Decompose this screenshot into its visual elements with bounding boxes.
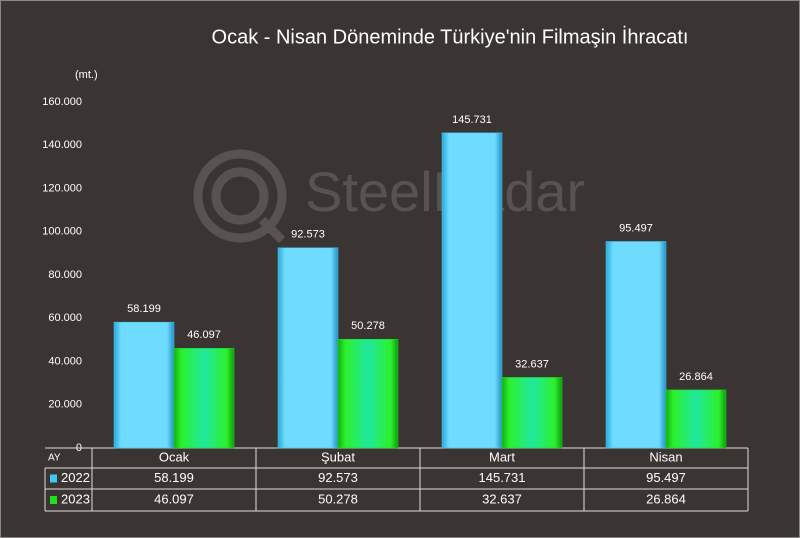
y-tick-label: 40.000 <box>48 355 82 367</box>
bar <box>441 132 503 449</box>
value-label: 145.731 <box>452 114 492 126</box>
table-cell: 32.637 <box>482 491 522 506</box>
y-tick-label: 140.000 <box>42 139 82 151</box>
x-tick-label: Ocak <box>159 449 190 464</box>
value-label: 26.864 <box>679 371 713 383</box>
table-cell: 58.199 <box>154 470 194 485</box>
y-tick-label: 100.000 <box>42 226 82 238</box>
table-cell: 92.573 <box>318 470 358 485</box>
value-label: 95.497 <box>619 222 653 234</box>
table-cell: 26.864 <box>646 491 686 506</box>
bar <box>173 348 235 449</box>
bar <box>665 389 727 449</box>
unit-label: (mt.) <box>75 69 98 81</box>
x-tick-label: Mart <box>489 449 515 464</box>
value-label: 50.278 <box>351 320 385 332</box>
value-label: 46.097 <box>187 329 221 341</box>
table-cell: 50.278 <box>318 491 358 506</box>
watermark-logo <box>193 149 287 244</box>
legend-label: 2022 <box>61 470 90 485</box>
chart-title: Ocak - Nisan Döneminde Türkiye'nin Filma… <box>212 25 689 48</box>
legend-label: 2023 <box>61 491 90 506</box>
bar <box>277 247 339 449</box>
table-cell: 95.497 <box>646 470 686 485</box>
bar <box>605 241 667 449</box>
y-tick-label: 120.000 <box>42 182 82 194</box>
value-label: 92.573 <box>291 229 325 241</box>
bar <box>501 377 563 449</box>
x-tick-label: Şubat <box>321 449 355 464</box>
table-header: AY <box>48 453 61 464</box>
legend-swatch <box>50 496 57 504</box>
y-tick-label: 160.000 <box>42 96 82 108</box>
bar <box>337 339 399 449</box>
y-tick-label: 20.000 <box>48 399 82 411</box>
bar <box>113 321 175 449</box>
y-tick-label: 60.000 <box>48 312 82 324</box>
legend-swatch <box>50 474 57 483</box>
value-label: 58.199 <box>127 303 161 315</box>
value-label: 32.637 <box>515 358 549 370</box>
table-cell: 46.097 <box>154 491 194 506</box>
x-tick-label: Nisan <box>649 449 682 464</box>
table-cell: 145.731 <box>479 470 526 485</box>
y-tick-label: 80.000 <box>48 269 82 281</box>
